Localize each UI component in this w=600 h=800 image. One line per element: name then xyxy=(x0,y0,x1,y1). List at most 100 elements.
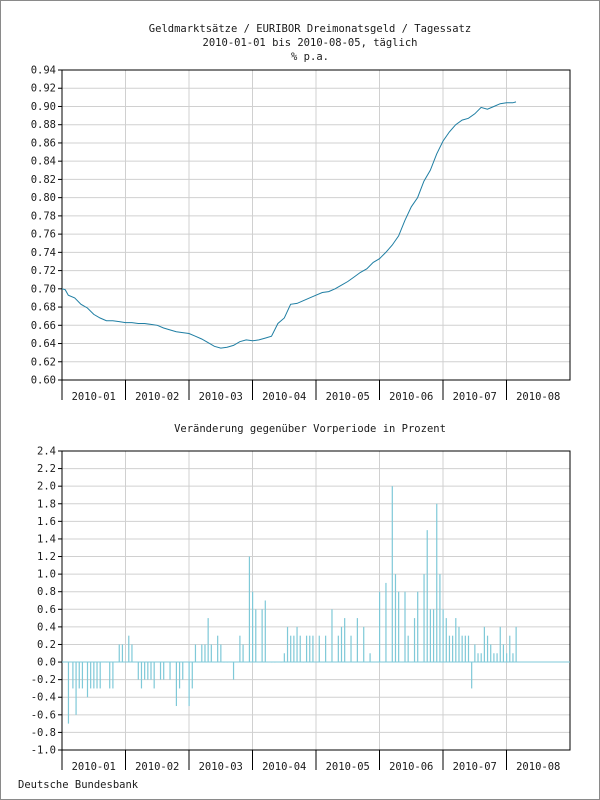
bar xyxy=(480,653,482,663)
source-label: Deutsche Bundesbank xyxy=(18,779,139,791)
bar xyxy=(426,530,428,663)
bar xyxy=(144,662,146,680)
bar xyxy=(391,486,393,663)
bar xyxy=(217,635,219,663)
bar xyxy=(356,618,358,663)
x-tick-label: 2010-07 xyxy=(453,761,497,773)
bar xyxy=(331,609,333,663)
x-tick-label: 2010-02 xyxy=(135,391,179,403)
y-tick-label: -0.8 xyxy=(31,727,56,739)
bar xyxy=(78,662,80,689)
bar xyxy=(112,662,114,689)
bar xyxy=(283,653,285,663)
bar xyxy=(413,618,416,663)
bar xyxy=(175,662,177,707)
y-tick-label: 2.0 xyxy=(37,481,56,493)
bar xyxy=(293,635,295,663)
bar xyxy=(232,662,235,680)
bar xyxy=(407,635,409,663)
bar xyxy=(75,662,77,715)
bar xyxy=(398,591,400,663)
series-line xyxy=(61,101,517,349)
y-tick-label: 0.82 xyxy=(31,174,56,186)
bar xyxy=(499,626,501,663)
bar xyxy=(67,662,70,724)
y-tick-label: 0.68 xyxy=(31,302,56,314)
bar xyxy=(467,635,470,663)
bar xyxy=(248,556,251,663)
bar xyxy=(163,662,165,680)
x-tick-label: 2010-05 xyxy=(326,391,370,403)
y-tick-label: 0.72 xyxy=(31,265,56,277)
bar xyxy=(255,609,257,663)
bar xyxy=(506,653,508,663)
bar xyxy=(363,626,365,663)
bar xyxy=(337,635,339,663)
x-tick-label: 2010-07 xyxy=(453,391,497,403)
bar-chart-change: -1.0 -0.8 -0.6 -0.4 -0.2 0.0 0.2 0.4 0.6 0.8 1.0 1.… xyxy=(31,446,571,773)
bar xyxy=(350,635,352,663)
bar xyxy=(515,626,517,663)
bar xyxy=(464,635,466,663)
bar xyxy=(201,644,203,663)
x-tick-label: 2010-04 xyxy=(262,391,306,403)
bar xyxy=(309,635,311,663)
bar xyxy=(261,609,263,663)
bar xyxy=(220,644,222,663)
bar xyxy=(483,626,485,663)
y-tick-label: 1.2 xyxy=(37,551,56,563)
chart-title-line3: % p.a. xyxy=(291,51,329,63)
bar xyxy=(344,618,346,663)
bar xyxy=(325,635,327,663)
bar xyxy=(496,653,498,663)
bar xyxy=(96,662,98,689)
bar xyxy=(502,644,505,663)
y-tick-label: 2.2 xyxy=(37,463,56,475)
bar xyxy=(423,574,425,663)
y-tick-label: 0.94 xyxy=(31,65,56,77)
x-tick-label: 2010-01 xyxy=(72,391,116,403)
y-tick-label: 0.66 xyxy=(31,320,56,332)
y-tick-label: 1.8 xyxy=(37,498,56,510)
x-tick-label: 2010-04 xyxy=(262,761,306,773)
bar xyxy=(312,635,314,663)
bar xyxy=(296,626,298,663)
bar xyxy=(458,626,460,663)
y-tick-label: 0.86 xyxy=(31,137,56,149)
x-tick-label: 2010-03 xyxy=(199,391,243,403)
bar xyxy=(509,635,511,663)
x-tick-label: 2010-02 xyxy=(135,761,179,773)
x-tick-label: 2010-06 xyxy=(389,391,433,403)
x-tick-label: 2010-06 xyxy=(389,761,433,773)
bar xyxy=(286,626,289,663)
plot-border xyxy=(61,450,571,751)
y-tick-label: 0.90 xyxy=(31,101,56,113)
y-tick-label: 0.76 xyxy=(31,229,56,241)
y-tick-label: -0.6 xyxy=(31,709,56,721)
bar xyxy=(417,591,419,663)
chart-title-line1: Geldmarktsätze / EURIBOR Dreimonatsgeld … xyxy=(149,23,471,35)
y-tick-label: 1.4 xyxy=(37,533,56,545)
bar xyxy=(264,600,266,663)
bar xyxy=(432,609,435,663)
bar xyxy=(442,609,444,663)
bar xyxy=(90,662,92,689)
y-tick-label: 1.6 xyxy=(37,516,56,528)
y-tick-label: 0.0 xyxy=(37,657,56,669)
y-tick-label: -0.2 xyxy=(31,674,56,686)
y-tick-label: 0.62 xyxy=(31,356,56,368)
bar xyxy=(121,644,124,663)
bar xyxy=(188,662,190,707)
y-tick-label: 0.78 xyxy=(31,210,56,222)
bar xyxy=(455,618,457,663)
bar xyxy=(340,626,343,663)
bar xyxy=(242,644,244,663)
y-tick-label: 0.88 xyxy=(31,119,56,131)
bar xyxy=(128,635,130,663)
chart-title-line2: 2010-01-01 bis 2010-08-05, täglich xyxy=(203,37,418,49)
y-tick-label: 0.60 xyxy=(31,375,56,387)
bar xyxy=(137,662,139,680)
bar xyxy=(490,644,492,663)
bar xyxy=(204,644,206,663)
bar xyxy=(379,591,381,663)
